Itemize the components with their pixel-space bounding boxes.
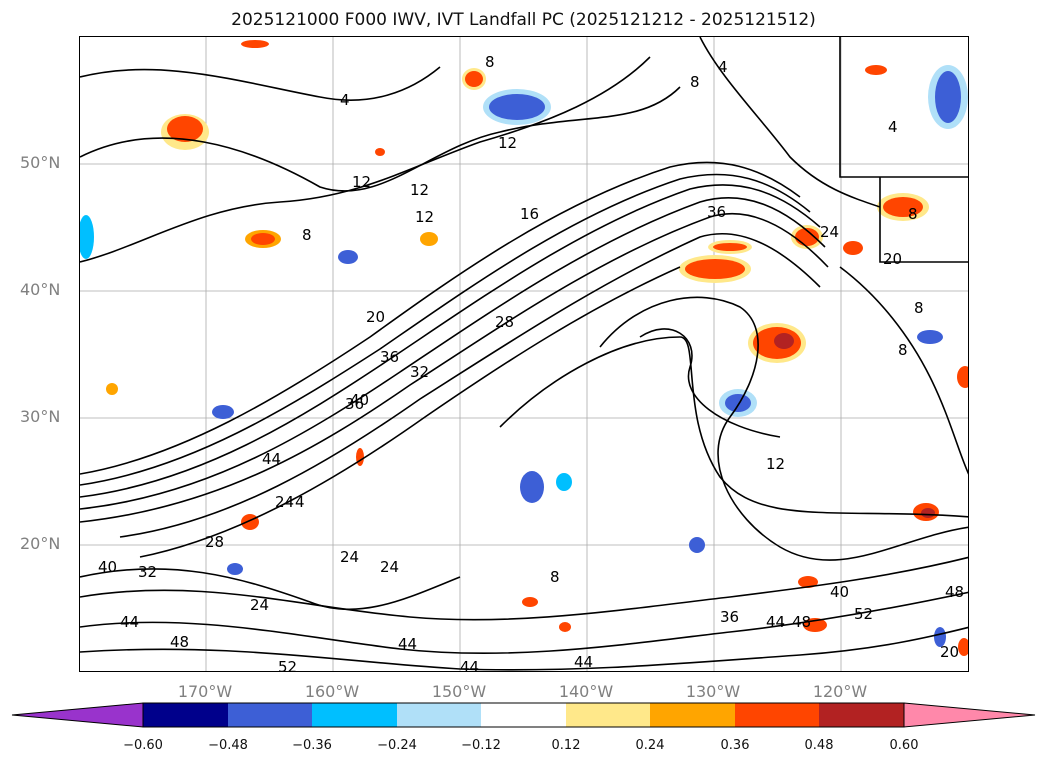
colorbar-tick-label: −0.12 xyxy=(461,738,501,753)
contour-label: 24 xyxy=(250,596,269,614)
colorbar-bin xyxy=(481,703,566,727)
contour-label: 8 xyxy=(302,226,312,244)
contour-label: 36 xyxy=(380,348,399,366)
colorbar-bin xyxy=(735,703,819,727)
contour-label: 24 xyxy=(380,558,399,576)
contour-label: 8 xyxy=(550,568,560,586)
contour-label: 8 xyxy=(898,341,908,359)
contour-label: 44 xyxy=(766,613,785,631)
contour-label: 44 xyxy=(398,635,417,653)
contour-label: 20 xyxy=(366,308,385,326)
contour-label: 44 xyxy=(120,613,139,631)
contour-label: 4 xyxy=(295,493,305,511)
colorbar-tick-label: −0.36 xyxy=(292,738,332,753)
contour-label: 52 xyxy=(278,658,297,672)
lat-label-30n: 30°N xyxy=(20,407,61,426)
contour-label: 24 xyxy=(340,548,359,566)
contour-label: 32 xyxy=(410,363,429,381)
colorbar xyxy=(11,702,1036,728)
lat-label-50n: 50°N xyxy=(20,153,61,172)
colorbar-bin xyxy=(397,703,481,727)
lat-label-40n: 40°N xyxy=(20,280,61,299)
contour-labels: 4 4 4 8 8 8 8 8 8 8 12 12 12 12 16 20 20… xyxy=(98,53,964,672)
colorbar-tick-label: 0.48 xyxy=(804,738,834,753)
colorbar-tick-label: −0.60 xyxy=(123,738,163,753)
contour-label: 12 xyxy=(410,181,429,199)
map-canvas: 4 4 4 8 8 8 8 8 8 8 12 12 12 12 16 20 20… xyxy=(80,37,968,672)
colorbar-bin xyxy=(143,703,228,727)
colorbar-bin xyxy=(228,703,312,727)
colorbar-tick-label: 0.24 xyxy=(635,738,665,753)
contour-label: 32 xyxy=(138,563,157,581)
contour-label: 8 xyxy=(908,205,918,223)
contours xyxy=(80,37,968,671)
contour-label: 4 xyxy=(340,91,350,109)
lon-label-150w: 150°W xyxy=(431,682,487,701)
contour-label: 8 xyxy=(914,299,924,317)
contour-label: 4 xyxy=(888,118,898,136)
contour-label: 40 xyxy=(98,558,117,576)
contour-label: 12 xyxy=(352,173,371,191)
contour-label: 24 xyxy=(275,493,294,511)
contour-label: 12 xyxy=(415,208,434,226)
contour-label: 40 xyxy=(830,583,849,601)
colorbar-tick-label: −0.24 xyxy=(377,738,417,753)
contour-label: 36 xyxy=(345,395,364,413)
contour-label: 28 xyxy=(495,313,514,331)
colorbar-tick-label: 0.60 xyxy=(889,738,919,753)
lon-label-170w: 170°W xyxy=(177,682,233,701)
contour-label: 8 xyxy=(485,53,495,71)
contour-label: 44 xyxy=(262,450,281,468)
contour-label: 12 xyxy=(498,134,517,152)
contour-label: 36 xyxy=(720,608,739,626)
colorbar-bin xyxy=(819,703,904,727)
lon-label-140w: 140°W xyxy=(558,682,614,701)
contour-label: 20 xyxy=(883,250,902,268)
colorbar-bins xyxy=(11,702,1036,728)
colorbar-bin xyxy=(650,703,735,727)
contour-label: 44 xyxy=(574,653,593,671)
colorbar-tick-label: 0.12 xyxy=(551,738,581,753)
contour-label: 20 xyxy=(940,643,959,661)
lat-label-20n: 20°N xyxy=(20,534,61,553)
colorbar-bin xyxy=(566,703,650,727)
contour-label: 48 xyxy=(945,583,964,601)
contour-label: 36 xyxy=(707,203,726,221)
contour-label: 28 xyxy=(205,533,224,551)
lon-label-160w: 160°W xyxy=(304,682,360,701)
contour-label: 44 xyxy=(460,658,479,672)
colorbar-bin xyxy=(312,703,397,727)
contour-label: 48 xyxy=(170,633,189,651)
colorbar-extend-low xyxy=(11,702,144,728)
contour-label: 4 xyxy=(718,58,728,76)
lon-label-120w: 120°W xyxy=(812,682,868,701)
graticule xyxy=(80,37,968,671)
contour-label: 52 xyxy=(854,605,873,623)
map-panel[interactable]: 4 4 4 8 8 8 8 8 8 8 12 12 12 12 16 20 20… xyxy=(79,36,969,672)
contour-label: 12 xyxy=(766,455,785,473)
contour-label: 16 xyxy=(520,205,539,223)
colorbar-tick-label: 0.36 xyxy=(720,738,750,753)
contour-label: 24 xyxy=(820,223,839,241)
contour-label: 48 xyxy=(792,613,811,631)
colorbar-tick-label: −0.48 xyxy=(208,738,248,753)
colorbar-extend-high xyxy=(903,702,1036,728)
pc-shading xyxy=(80,40,968,656)
map-title: 2025121000 F000 IWV, IVT Landfall PC (20… xyxy=(231,10,816,30)
contour-label: 8 xyxy=(690,73,700,91)
contour-label: 40 xyxy=(350,391,369,409)
lon-label-130w: 130°W xyxy=(685,682,741,701)
